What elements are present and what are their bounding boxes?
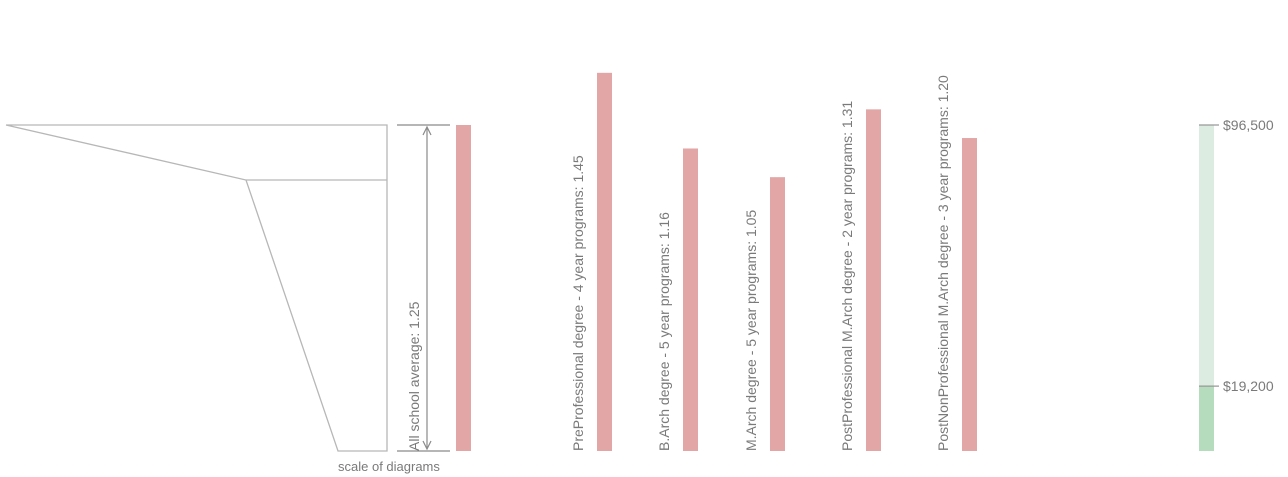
category-bars: PreProfessional degree - 4 year programs… [456,72,977,452]
category-bar [597,72,612,451]
scale-diagram [5,124,388,452]
category-label: PostProfessional M.Arch degree - 2 year … [839,101,855,451]
scale-diagram-outline [5,124,388,452]
average-measure [397,124,450,452]
salary-tick-label: $19,200 [1223,378,1274,394]
category-bar [770,177,785,451]
average-label: All school average: 1.25 [406,301,422,451]
category-label: M.Arch degree - 5 year programs: 1.05 [743,210,759,451]
category-label: PostNonProfessional M.Arch degree - 3 ye… [935,75,951,451]
measure-arrow-down [422,440,432,451]
category-label: PreProfessional degree - 4 year programs… [570,155,586,451]
salary-scale: $96,500 $19,200 [1199,117,1274,451]
salary-bar-lower [1199,386,1214,451]
measure-arrow-up [422,125,432,136]
salary-bar-upper [1199,125,1214,387]
category-bar [962,138,977,452]
category-bar [866,109,881,452]
salary-tick-label: $96,500 [1223,117,1274,133]
category-bar [683,148,698,452]
scale-label: scale of diagrams [338,459,440,474]
category-label: B.Arch degree - 5 year programs: 1.16 [656,212,672,451]
average-bar [456,125,471,451]
